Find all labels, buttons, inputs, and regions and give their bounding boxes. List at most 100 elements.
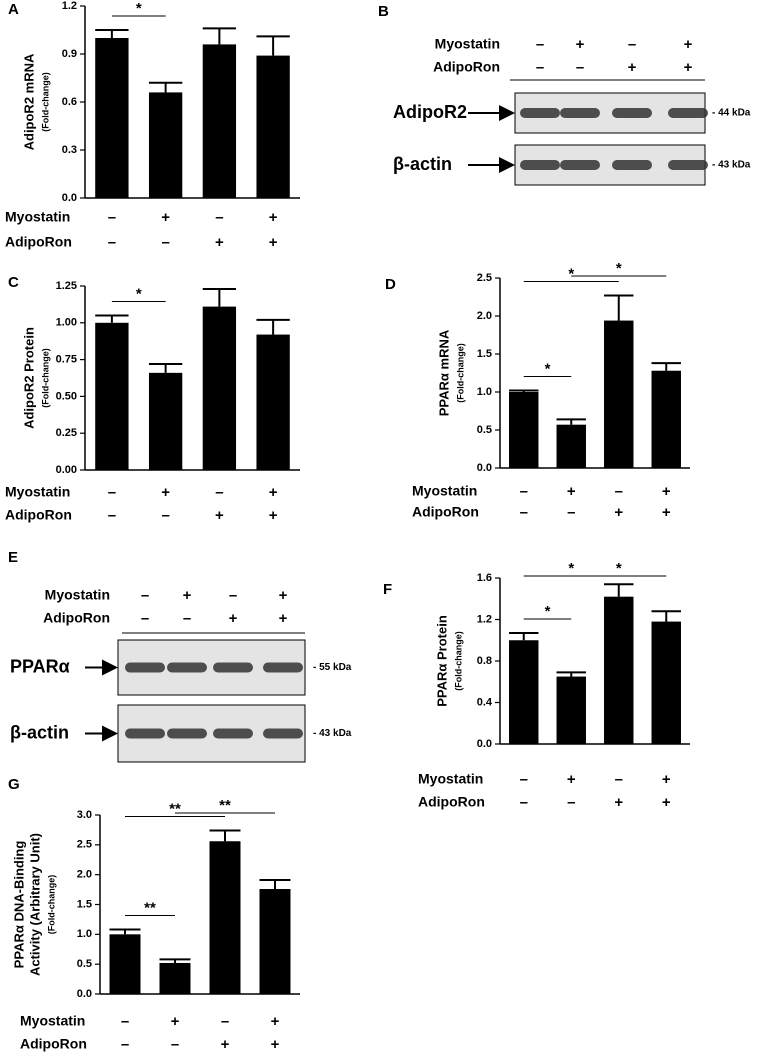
condition-sign: + <box>269 234 278 251</box>
condition-sign: – <box>221 1013 229 1030</box>
bar <box>651 370 681 468</box>
significance-label: * <box>616 560 622 577</box>
blot-band <box>560 160 600 170</box>
y-axis-label: (Fold-change) <box>40 72 50 132</box>
band-label: AdipoR2 <box>393 102 467 122</box>
error-bar <box>148 81 183 93</box>
bar <box>159 962 191 994</box>
bar <box>556 676 586 744</box>
y-tick-label: 1.2 <box>477 613 492 625</box>
condition-label: Myostatin <box>45 587 110 603</box>
y-tick-label: 0.0 <box>477 462 492 474</box>
y-tick-label: 0.6 <box>62 96 77 108</box>
y-tick-label: 0.8 <box>477 655 492 667</box>
bar <box>256 334 290 470</box>
y-axis-label: (Fold-change) <box>46 875 56 935</box>
condition-sign: – <box>171 1036 179 1053</box>
condition-sign: + <box>171 1013 180 1030</box>
condition-sign: – <box>229 587 237 604</box>
y-tick-label: 3.0 <box>77 809 92 821</box>
panel-letter: F <box>383 581 392 598</box>
significance-label: * <box>568 560 574 577</box>
condition-sign: – <box>161 234 169 251</box>
y-tick-label: 1.0 <box>77 928 92 940</box>
band-label: PPARα <box>10 656 70 676</box>
error-bar <box>256 35 290 56</box>
error-bar <box>256 318 290 335</box>
condition-sign: – <box>567 794 575 811</box>
band-size: - 55 kDa <box>313 662 352 673</box>
error-bar <box>259 879 291 889</box>
condition-label: AdipoRon <box>418 794 485 810</box>
condition-sign: + <box>684 59 693 76</box>
condition-sign: – <box>628 36 636 53</box>
y-tick-label: 0.25 <box>56 427 77 439</box>
condition-sign: + <box>279 610 288 627</box>
y-axis-label: (Fold-change) <box>453 631 463 691</box>
condition-sign: + <box>684 36 693 53</box>
condition-sign: – <box>536 59 544 76</box>
condition-label: Myostatin <box>412 483 477 499</box>
significance-label: * <box>545 603 551 620</box>
y-tick-label: 1.0 <box>477 386 492 398</box>
bar <box>509 392 539 468</box>
condition-sign: + <box>628 59 637 76</box>
blot-band <box>213 728 253 739</box>
error-bar <box>651 610 681 622</box>
condition-label: AdipoRon <box>43 610 110 626</box>
blot-band <box>668 108 708 118</box>
error-bar <box>556 671 586 677</box>
y-axis-label: PPARα Protein <box>434 615 449 707</box>
y-tick-label: 0.00 <box>56 464 77 476</box>
error-bar <box>556 418 586 425</box>
blot-band <box>520 108 560 118</box>
condition-sign: + <box>269 209 278 226</box>
error-bar <box>651 362 681 371</box>
condition-label: Myostatin <box>435 36 500 52</box>
band-size: - 43 kDa <box>313 728 352 739</box>
band-label: β-actin <box>10 722 69 742</box>
y-tick-label: 0.5 <box>77 958 92 970</box>
y-axis-label: AdipoR2 Protein <box>21 327 36 429</box>
bar <box>202 306 237 470</box>
significance-label: ** <box>169 800 181 817</box>
condition-sign: – <box>615 771 623 788</box>
panel-letter: A <box>8 1 19 18</box>
bar <box>259 888 291 994</box>
condition-label: Myostatin <box>418 771 483 787</box>
error-bar <box>159 958 191 963</box>
condition-sign: – <box>615 483 623 500</box>
condition-sign: + <box>161 209 170 226</box>
condition-sign: + <box>279 587 288 604</box>
bar <box>651 621 681 744</box>
condition-sign: – <box>520 504 528 521</box>
condition-sign: + <box>269 507 278 524</box>
significance-label: * <box>545 360 551 377</box>
panel-letter: B <box>378 3 389 20</box>
y-axis-label: Activity (Arbitrary Unit) <box>27 833 42 976</box>
condition-sign: + <box>271 1013 280 1030</box>
condition-label: Myostatin <box>20 1013 85 1029</box>
condition-sign: – <box>215 484 223 501</box>
condition-sign: + <box>567 771 576 788</box>
y-tick-label: 0.0 <box>477 738 492 750</box>
significance-label: * <box>616 260 622 277</box>
significance-label: * <box>136 285 142 302</box>
condition-label: AdipoRon <box>5 234 72 250</box>
condition-sign: + <box>269 484 278 501</box>
condition-sign: – <box>567 504 575 521</box>
condition-sign: – <box>215 209 223 226</box>
condition-sign: + <box>662 794 671 811</box>
band-label: β-actin <box>393 154 452 174</box>
error-bar <box>509 389 539 392</box>
y-axis-label: PPARα mRNA <box>436 329 451 416</box>
band-size: - 43 kDa <box>712 160 751 171</box>
panel-letter: E <box>8 549 18 566</box>
y-tick-label: 0.75 <box>56 354 77 366</box>
bar <box>148 92 183 198</box>
error-bar <box>209 829 241 842</box>
blot-band <box>263 662 303 673</box>
condition-sign: + <box>662 504 671 521</box>
bar <box>604 320 634 468</box>
panel-letter: D <box>385 276 396 293</box>
